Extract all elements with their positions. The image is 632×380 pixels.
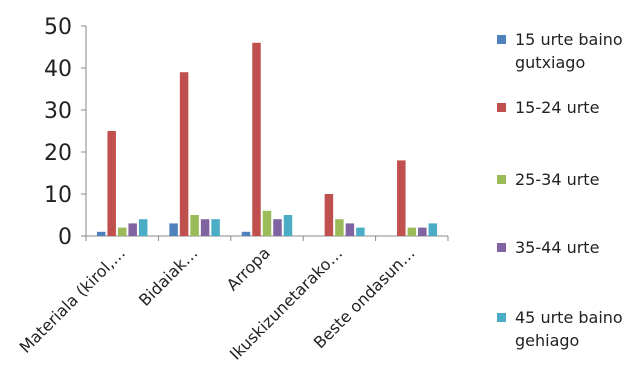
legend-swatch: [497, 243, 506, 252]
legend-label: 35-44 urte: [515, 238, 599, 257]
bar: [335, 219, 344, 236]
legend-label: 25-34 urte: [515, 170, 599, 189]
y-tick-label: 50: [44, 15, 72, 40]
bar: [407, 227, 417, 236]
legend-swatch: [497, 313, 506, 322]
y-tick-label: 40: [44, 57, 72, 82]
y-tick-label: 20: [44, 141, 72, 166]
x-category-label: Materiala (kirol,…: [16, 243, 129, 356]
bar: [252, 42, 261, 236]
axes: [85, 26, 449, 241]
y-ticks: 0 10 20 30 40 50: [44, 15, 86, 250]
bar: [107, 131, 116, 236]
bar: [283, 215, 293, 236]
bar: [262, 210, 272, 236]
bar: [345, 223, 355, 236]
bar: [324, 194, 334, 236]
legend-swatch: [497, 103, 506, 112]
legend: 15 urte baino gutxiago 15-24 urte 25-34 urt…: [497, 30, 623, 350]
bar: [96, 231, 106, 236]
legend-swatch: [497, 175, 506, 184]
y-tick-label: 30: [44, 99, 72, 124]
bar: [241, 231, 251, 236]
bars: [96, 42, 438, 236]
legend-label: gehiago: [515, 331, 579, 350]
bar: [128, 223, 137, 236]
bar: [418, 227, 427, 236]
x-category-label: Bidaiak…: [135, 243, 201, 309]
bar: [211, 219, 220, 236]
bar: [138, 219, 148, 236]
y-tick-label: 10: [44, 183, 72, 208]
legend-label: gutxiago: [515, 53, 585, 72]
bar: [273, 219, 282, 236]
y-tick-label: 0: [58, 225, 72, 250]
bar: [356, 227, 365, 236]
legend-label: 15 urte baino: [515, 30, 623, 49]
bar: [200, 219, 210, 236]
bar: [428, 223, 438, 236]
bar: [117, 227, 127, 236]
legend-swatch: [497, 35, 506, 44]
legend-label: 15-24 urte: [515, 98, 599, 117]
legend-label: 45 urte baino: [515, 308, 623, 327]
bar: [397, 160, 406, 236]
x-category-label: Arropa: [223, 243, 274, 294]
bar: [179, 72, 189, 236]
bar: [190, 215, 199, 236]
x-categories: Materiala (kirol,… Bidaiak… ArropaIkuskizu…: [16, 243, 419, 363]
bar: [169, 223, 178, 236]
